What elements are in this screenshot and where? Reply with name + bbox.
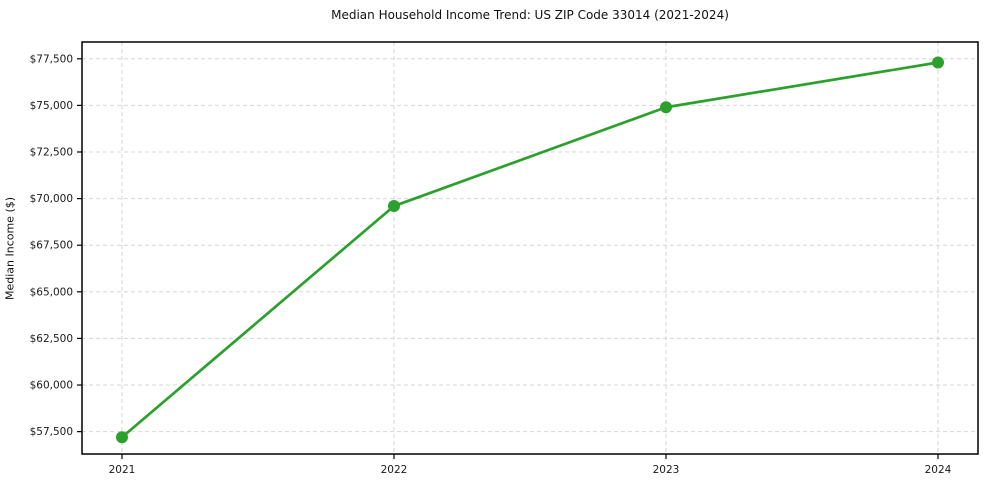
y-tick-label: $72,500: [30, 146, 73, 158]
data-point: [932, 56, 944, 69]
plot-border: [81, 41, 979, 455]
x-tick-label: 2022: [381, 464, 408, 476]
y-tick-label: $57,500: [30, 426, 73, 438]
y-tick-label: $67,500: [30, 240, 73, 252]
y-tick-label: $62,500: [30, 333, 73, 345]
data-point: [116, 431, 128, 444]
x-tick-label: 2024: [925, 464, 952, 476]
x-tick-label: 2023: [653, 464, 680, 476]
y-tick-label: $65,000: [30, 286, 73, 298]
y-tick-label: $60,000: [30, 380, 73, 392]
data-point: [388, 200, 400, 213]
x-tick-label: 2021: [109, 464, 136, 476]
chart-title: Median Household Income Trend: US ZIP Co…: [331, 8, 729, 22]
data-point: [660, 101, 672, 114]
y-tick-label: $77,500: [30, 53, 73, 65]
y-tick-label: $75,000: [30, 100, 73, 112]
y-tick-label: $70,000: [30, 193, 73, 205]
trend-line: [120, 61, 940, 439]
